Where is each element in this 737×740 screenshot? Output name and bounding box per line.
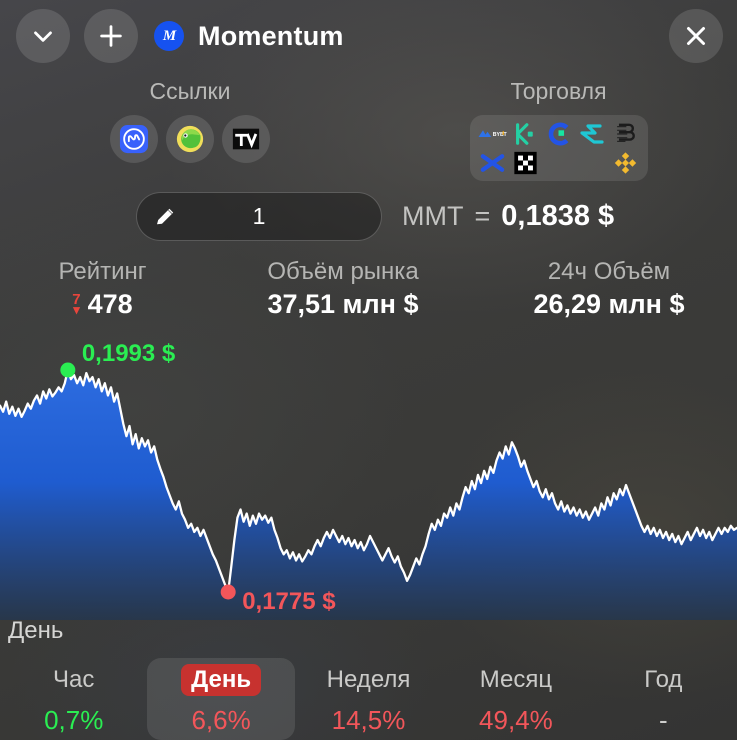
- header-bar: M Momentum: [0, 0, 737, 72]
- okx-square-icon: [513, 151, 537, 174]
- rank-change-value: 7: [72, 290, 81, 308]
- link-coingecko[interactable]: [166, 115, 214, 163]
- add-button[interactable]: [84, 9, 138, 63]
- svg-text:T: T: [504, 131, 507, 137]
- stat-volume-24h-label: 24ч Объём: [547, 258, 671, 285]
- tradingview-icon: [232, 128, 260, 150]
- amount-value: 1: [252, 203, 266, 229]
- links-row: [110, 115, 270, 163]
- coin-logo-glyph: M: [162, 27, 176, 44]
- stats-row: Рейтинг 7 ▾ 478 Объём рынка 37,51 млн $ …: [0, 258, 737, 320]
- price-expression: MMT = 0,1838 $: [402, 200, 614, 233]
- coin-price: 0,1838 $: [501, 200, 615, 232]
- period-tab-label: Неделя: [326, 666, 411, 693]
- kucoin-icon: [516, 122, 533, 145]
- pencil-icon[interactable]: [153, 205, 177, 229]
- page-title: Momentum: [198, 20, 344, 51]
- chart-line: [0, 368, 737, 594]
- bitmart-icon: [616, 123, 635, 142]
- coin-logo: M: [154, 21, 184, 51]
- chart-high-marker: [60, 362, 76, 378]
- exchange-list: BYB T: [469, 115, 648, 181]
- period-tab-0[interactable]: Час 0,7%: [0, 658, 147, 740]
- stat-volume-24h: 24ч Объём 26,29 млн $: [481, 258, 737, 320]
- plus-icon: [100, 25, 122, 47]
- chart-low-marker: [220, 584, 236, 600]
- period-tab-2[interactable]: Неделя 14,5%: [295, 658, 442, 740]
- chart-low-label: 0,1775 $: [242, 588, 336, 615]
- stat-market-cap-value: 37,51 млн $: [267, 289, 419, 319]
- exchange-kucoin[interactable]: [509, 119, 542, 148]
- rank-change-indicator: 7 ▾: [72, 290, 81, 317]
- bybit-icon: BYB T: [478, 129, 507, 137]
- exchange-bitmart[interactable]: [608, 119, 641, 148]
- equals-sign: =: [474, 201, 491, 231]
- period-tab-change: 6,6%: [191, 705, 251, 735]
- price-chart-svg: [0, 362, 737, 620]
- stat-volume-24h-value: 26,29 млн $: [533, 289, 685, 319]
- close-button[interactable]: [669, 9, 723, 63]
- links-section-title: Ссылки: [149, 78, 231, 104]
- period-tab-1[interactable]: День 6,6%: [147, 658, 295, 740]
- period-tab-label: Месяц: [479, 666, 553, 693]
- period-tab-change: 14,5%: [331, 705, 406, 735]
- stat-market-cap-label: Объём рынка: [267, 258, 419, 285]
- coingecko-icon: [176, 125, 204, 153]
- svg-text:BYB: BYB: [493, 131, 504, 137]
- stat-market-cap: Объём рынка 37,51 млн $: [205, 258, 481, 320]
- stat-rank-label: Рейтинг: [58, 258, 147, 285]
- period-tab-label: Час: [53, 666, 95, 693]
- gateio-icon: [548, 121, 568, 146]
- bitget-icon: [580, 123, 604, 144]
- chart-area: [0, 370, 737, 620]
- trading-section-title: Торговля: [510, 78, 607, 104]
- binance-icon: [614, 151, 636, 174]
- period-tab-change: -: [658, 705, 668, 735]
- price-chart[interactable]: [0, 340, 737, 620]
- coinmarketcap-icon: [119, 124, 149, 154]
- period-tabs: Час 0,7% День 6,6% Неделя 14,5% Месяц 49,4% Год -: [0, 658, 737, 740]
- stat-rank-value-group: 7 ▾ 478: [72, 289, 132, 320]
- stat-rank-value: 478: [87, 289, 133, 319]
- amount-input[interactable]: 1: [136, 192, 382, 241]
- period-tab-label: День: [181, 664, 262, 696]
- links-section: Ссылки: [0, 78, 380, 181]
- selected-period-label: День: [8, 617, 64, 644]
- chart-high-label: 0,1993 $: [81, 340, 176, 367]
- period-tab-4[interactable]: Год -: [590, 658, 737, 740]
- period-tab-change: 0,7%: [44, 705, 104, 735]
- okx-icon: [480, 153, 504, 172]
- period-tab-change: 49,4%: [479, 705, 553, 735]
- converter-row: 1 MMT = 0,1838 $: [0, 192, 737, 241]
- link-tradingview[interactable]: [222, 115, 270, 163]
- shortcut-sections: Ссылки: [0, 78, 737, 181]
- exchange-gateio[interactable]: [542, 119, 575, 148]
- close-icon: [687, 27, 705, 45]
- stat-rank: Рейтинг 7 ▾ 478: [0, 258, 205, 320]
- chevron-down-icon: ▾: [73, 301, 80, 317]
- exchange-okx-x[interactable]: [476, 148, 509, 177]
- exchange-okx-square[interactable]: [509, 148, 542, 177]
- exchange-bitget[interactable]: [575, 119, 608, 148]
- collapse-button[interactable]: [16, 9, 70, 63]
- chevron-down-icon: [34, 31, 52, 42]
- exchange-binance[interactable]: [609, 148, 642, 177]
- period-tab-3[interactable]: Месяц 49,4%: [442, 658, 589, 740]
- trading-section: Торговля BYB T: [380, 78, 737, 181]
- coin-symbol: MMT: [402, 201, 464, 231]
- link-coinmarketcap[interactable]: [110, 115, 158, 163]
- exchange-bybit[interactable]: BYB T: [476, 119, 509, 148]
- period-tab-label: Год: [644, 666, 683, 693]
